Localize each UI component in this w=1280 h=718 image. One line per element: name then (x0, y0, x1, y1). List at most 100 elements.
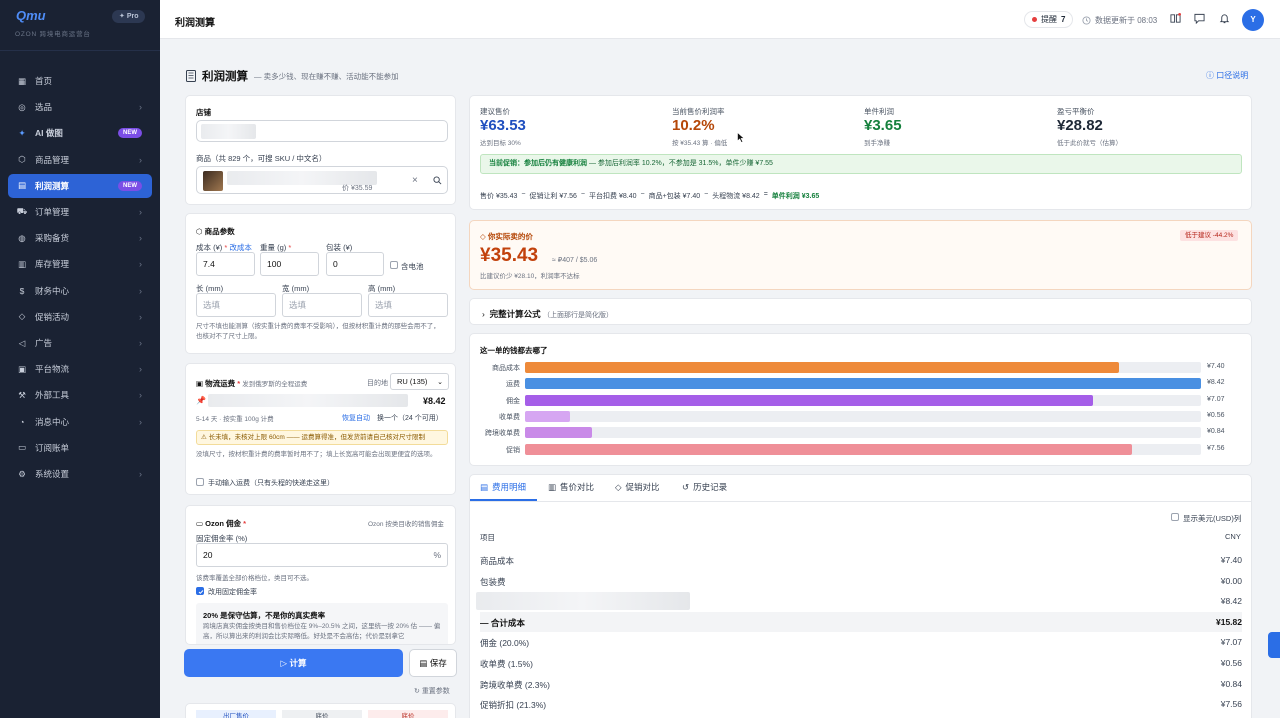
bar-category-label: 促销 (506, 446, 520, 454)
tab-label: 费用明细 (492, 482, 527, 492)
sidebar-item-9[interactable]: ◇ 促销活动 › (8, 305, 152, 329)
floating-chat-widget[interactable] (1268, 632, 1280, 658)
show-usd-checkbox[interactable] (1171, 513, 1179, 521)
search-icon[interactable] (433, 176, 442, 185)
restore-auto-link[interactable]: 恢复自动 (342, 415, 370, 422)
shipping-title: ▣ 物流运费 * 发到俄罗斯的全程运费 (196, 379, 308, 388)
active-tab-underline (470, 499, 537, 501)
chevron-right-icon: › (139, 416, 142, 427)
pro-badge[interactable]: ✦ Pro (112, 10, 146, 23)
brand-logo[interactable]: Qmu (16, 8, 46, 23)
destination-select[interactable]: RU (135) ⌄ (390, 373, 449, 390)
bar-category-label: 跨境收单费 (485, 430, 520, 438)
page-subtitle: — 卖多少钱、现在赚不赚、活动能不能参加 (254, 71, 399, 81)
store-label: 店铺 (196, 108, 211, 117)
save-button[interactable]: ▤ 保存 (409, 649, 457, 677)
formula-part: − (580, 191, 586, 198)
sidebar-item-4[interactable]: ▤ 利润测算 NEW (8, 173, 152, 198)
pack-input[interactable]: 0 (326, 252, 384, 276)
new-badge: NEW (118, 128, 142, 139)
sidebar-item-1[interactable]: ◎ 选品 › (8, 95, 152, 119)
chevron-right-icon: › (139, 311, 142, 322)
sidebar-item-12[interactable]: ⚒ 外部工具 › (8, 383, 152, 407)
tab-3[interactable]: ↺ 历史记录 (682, 481, 727, 493)
bar-row: 商品成本 ¥7.40 (480, 362, 1240, 374)
sidebar-item-13[interactable]: ◔ 消息中心 › (8, 410, 152, 434)
commission-rate-input[interactable]: 20% (196, 543, 448, 567)
metric-label: 当前售价利润率 (672, 107, 725, 116)
help-link[interactable]: ⓘ 口径说明 (1206, 71, 1249, 80)
bar (525, 362, 1120, 373)
bar-row: 促销 ¥7.56 (480, 443, 1240, 456)
sidebar-item-14[interactable]: ▭ 订阅账单 (8, 436, 152, 460)
calculator-icon: ▤ (17, 180, 27, 191)
tip-body: 跨境店真实佣金按类目和售价档位在 9%–20.5% 之间，这里统一按 20% 估… (203, 623, 441, 640)
metric-label: 盈亏平衡价 (1057, 107, 1095, 116)
formula-toggle[interactable]: › 完整计算公式 （上面那行是简化版） (469, 298, 1252, 325)
tab-2[interactable]: ◇ 促销对比 (615, 481, 660, 493)
weight-label: 重量 (g) * (260, 243, 292, 252)
battery-checkbox[interactable] (390, 261, 398, 269)
row-label: — 合计成本 (480, 617, 525, 628)
table-row: — 合计成本 ¥15.82 (480, 611, 1242, 632)
sidebar-item-11[interactable]: ▣ 平台物流 › (8, 357, 152, 381)
shipping-eta: 5-14 天 · 按实重 100g 计费 (196, 416, 274, 423)
chat-icon[interactable] (1194, 13, 1205, 24)
formula-part: 头程物流 ¥8.42 (712, 193, 760, 200)
sidebar-item-label: 财务中心 (35, 285, 70, 296)
fixed-rate-checkbox[interactable] (196, 587, 204, 595)
bar-value-label: ¥0.56 (1207, 411, 1225, 419)
bar-track (525, 394, 1201, 406)
sidebar-item-2[interactable]: ✦ AI 做图 NEW (8, 121, 152, 145)
metric-note: 到手净赚 (864, 140, 890, 147)
clear-icon[interactable]: × (412, 175, 418, 186)
weight-input[interactable]: 100 (260, 252, 319, 276)
cost-input[interactable]: 7.4 (196, 252, 255, 276)
sidebar-item-label: AI 做图 (35, 128, 63, 139)
row-label-blurred (476, 592, 690, 611)
sidebar-item-5[interactable]: ⛟ 订单管理 › (8, 200, 152, 224)
sidebar-item-label: 订阅账单 (35, 442, 70, 453)
product-search-input[interactable]: 价 ¥35.59 × (196, 166, 448, 194)
width-label: 宽 (mm) (282, 284, 310, 293)
remind-label: 提醒 (1041, 15, 1057, 24)
height-input[interactable]: 选填 (368, 293, 448, 317)
row-value: ¥15.82 (1216, 616, 1242, 627)
bar-category-label: 佣金 (506, 397, 520, 405)
cost-label: 成本 (¥) * 改成本 (196, 243, 252, 252)
chevron-right-icon: › (139, 338, 142, 348)
user-avatar[interactable]: Y (1242, 9, 1264, 31)
destination-label: 目的地 (367, 380, 388, 387)
store-value-blurred (201, 124, 256, 139)
manual-shipping-checkbox[interactable] (196, 478, 204, 486)
reset-params-link[interactable]: ↻ 重置参数 (414, 688, 450, 695)
rate-label: 固定佣金率 (%) (196, 534, 248, 543)
edit-cost-link[interactable]: 改成本 (229, 243, 252, 252)
switch-carrier-link[interactable]: 换一个（24 个可用） (377, 415, 443, 422)
book-icon[interactable] (1170, 13, 1181, 24)
sidebar-item-8[interactable]: $ 财务中心 › (8, 279, 152, 303)
remind-button[interactable]: 提醒 7 (1024, 11, 1074, 28)
mouse-cursor-icon (737, 132, 745, 143)
bell-icon[interactable] (1219, 13, 1230, 24)
page-title-text: 利润测算 (202, 71, 248, 83)
sidebar-item-3[interactable]: ⬡ 商品管理 › (8, 148, 152, 172)
width-input[interactable]: 选填 (282, 293, 362, 317)
sidebar-item-10[interactable]: ◁ 广告 › (8, 331, 152, 355)
sidebar-item-0[interactable]: ▦ 首页 (8, 69, 152, 93)
bar-chart-icon: ▥ (548, 481, 557, 492)
bar (525, 394, 1093, 406)
length-input[interactable]: 选填 (196, 293, 276, 317)
tab-0[interactable]: ▤ 费用明细 (480, 481, 526, 493)
sidebar-item-6[interactable]: ◍ 采购备货 › (8, 226, 152, 250)
tab-label: 售价对比 (560, 482, 595, 492)
warehouse-icon: ▥ (17, 258, 27, 269)
sidebar-item-15[interactable]: ⚙ 系统设置 › (8, 462, 152, 486)
tab-1[interactable]: ▥ 售价对比 (548, 481, 594, 493)
commission-tip: 20% 是保守估算，不是你的真实费率 跨境店真实佣金按类目和售价档位在 9%–2… (196, 603, 448, 644)
sidebar-item-7[interactable]: ▥ 库存管理 › (8, 252, 152, 276)
table-row: ¥8.42 (476, 591, 1242, 611)
promo-banner: 当前促销：参加后仍有健康利润 — 参加后利润率 10.2%，不参加是 31.5%… (480, 154, 1242, 174)
store-select[interactable] (196, 120, 448, 142)
calculate-button[interactable]: ▷ 计算 (184, 649, 403, 677)
